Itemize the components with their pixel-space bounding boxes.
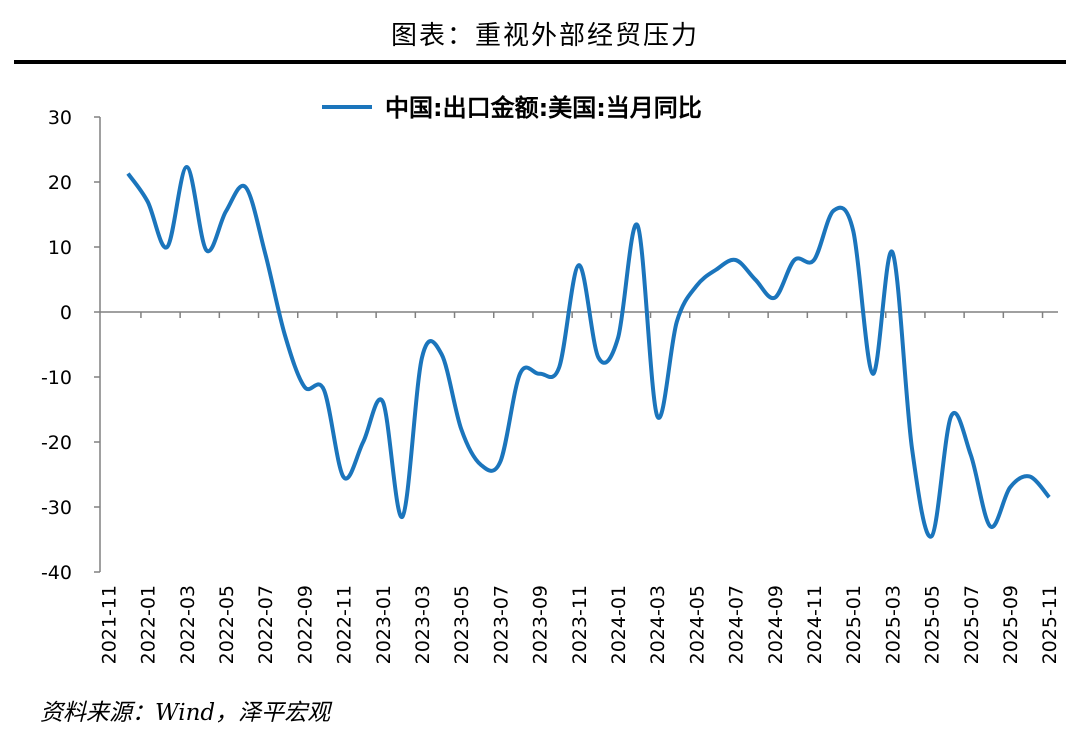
x-tick-label: 2025-01	[843, 585, 865, 664]
series-line	[126, 165, 1051, 539]
x-tick-label: 2023-03	[412, 585, 434, 664]
x-tick-label: 2024-07	[726, 585, 748, 664]
x-tick-label: 2025-09	[1000, 585, 1022, 664]
legend-label: 中国:出口金额:美国:当月同比	[385, 94, 702, 122]
chart-title: 图表：重视外部经贸压力	[391, 21, 699, 51]
source-note: 资料来源：Wind，泽平宏观	[40, 700, 333, 726]
x-tick-label: 2024-05	[686, 585, 708, 664]
y-tick-label: -40	[41, 562, 72, 584]
x-tick-label: 2022-09	[294, 585, 316, 664]
x-tick-label: 2025-11	[1039, 585, 1061, 664]
x-tick-label: 2023-01	[373, 585, 395, 664]
x-tick-label: 2023-09	[530, 585, 552, 664]
x-tick-label: 2025-05	[922, 585, 944, 664]
x-tick-label: 2024-01	[608, 585, 630, 664]
x-tick-label: 2021-11	[98, 585, 120, 664]
x-tick-label: 2023-11	[569, 585, 591, 664]
x-tick-label: 2022-03	[177, 585, 199, 664]
y-tick-label: -10	[41, 367, 72, 389]
x-tick-label: 2025-07	[961, 585, 983, 664]
x-tick-label: 2025-03	[882, 585, 904, 664]
y-tick-label: 10	[48, 237, 72, 259]
x-tick-label: 2022-05	[216, 585, 238, 664]
x-tick-label: 2022-07	[255, 585, 277, 664]
x-tick-label: 2024-09	[765, 585, 787, 664]
y-tick-label: -20	[41, 432, 72, 454]
y-tick-label: 30	[48, 107, 72, 129]
x-tick-label: 2023-05	[451, 585, 473, 664]
x-tick-label: 2024-11	[804, 585, 826, 664]
x-tick-label: 2022-01	[138, 585, 160, 664]
y-tick-label: 0	[60, 302, 72, 324]
y-tick-label: -30	[41, 497, 72, 519]
x-tick-label: 2024-03	[647, 585, 669, 664]
y-tick-label: 20	[48, 172, 72, 194]
x-tick-label: 2022-11	[334, 585, 356, 664]
x-tick-label: 2023-07	[490, 585, 512, 664]
